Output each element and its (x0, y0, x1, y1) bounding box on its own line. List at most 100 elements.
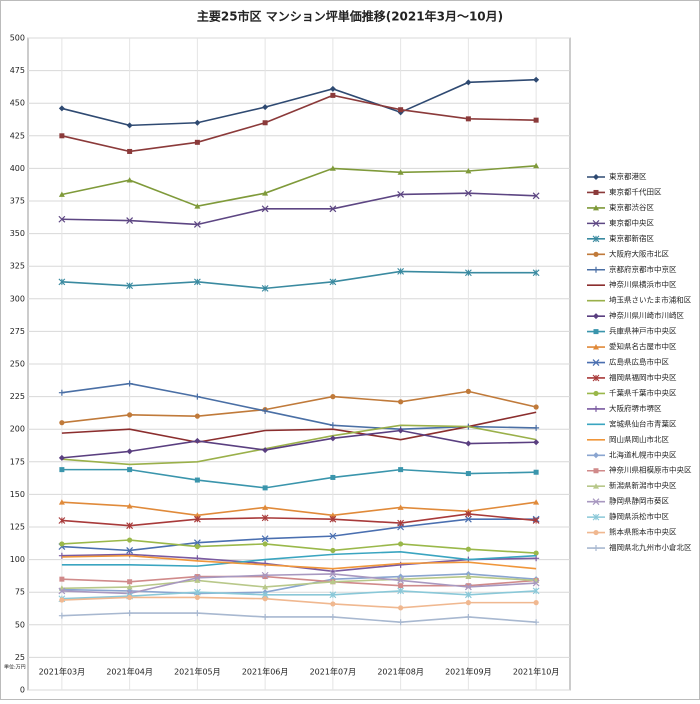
marker (261, 571, 269, 579)
marker (194, 413, 200, 419)
marker (59, 420, 65, 426)
marker (397, 619, 404, 626)
marker (127, 579, 133, 585)
marker (533, 117, 539, 123)
marker (329, 591, 337, 599)
y-tick-label: 100 (10, 555, 25, 564)
series-line (61, 94, 537, 153)
legend-label: 大阪府大阪市北区 (609, 248, 669, 258)
marker (58, 587, 66, 595)
marker (398, 107, 404, 113)
marker (262, 120, 268, 126)
marker (194, 512, 201, 518)
marker (330, 547, 336, 554)
legend-label: 静岡県浜松市中区 (609, 511, 669, 521)
marker (262, 407, 269, 414)
chart-title: 主要25市区 マンション坪単価推移(2021年3月～10月) (197, 9, 503, 24)
marker (329, 578, 336, 585)
marker (593, 329, 599, 335)
marker (126, 610, 133, 617)
marker (533, 600, 539, 606)
marker (533, 499, 540, 505)
marker (592, 513, 600, 521)
series-line (61, 424, 537, 466)
marker (194, 203, 201, 209)
marker (592, 359, 600, 366)
y-tick-label: 150 (10, 490, 25, 499)
marker (533, 469, 539, 475)
marker (262, 504, 269, 510)
y-tick-label: 375 (10, 197, 25, 206)
marker (262, 574, 268, 580)
marker (193, 539, 201, 547)
marker (194, 543, 200, 550)
marker (59, 133, 65, 139)
y-tick-label: 400 (10, 164, 25, 173)
marker (533, 162, 540, 169)
x-tick-label: 2021年04月 (106, 667, 153, 677)
marker (533, 404, 539, 410)
legend-label: 北海道札幌市中央区 (609, 449, 677, 459)
legend-label: 千葉県千葉市中央区 (609, 387, 677, 397)
series-line (61, 501, 537, 517)
marker (330, 92, 336, 98)
marker (329, 570, 337, 578)
marker (465, 440, 472, 447)
y-tick-label: 425 (10, 131, 25, 140)
marker (592, 374, 600, 382)
marker (398, 583, 404, 589)
y-tick-label: 475 (10, 66, 25, 75)
y-tick-label: 250 (10, 360, 25, 369)
series-line (61, 590, 537, 600)
marker (398, 467, 404, 473)
marker (126, 177, 133, 183)
y-tick-label: 450 (10, 99, 25, 108)
marker (465, 573, 472, 579)
marker (194, 139, 200, 145)
x-tick-label: 2021年10月 (513, 667, 560, 677)
marker (532, 269, 540, 277)
legend-label: 福岡県北九州市小倉北区 (609, 542, 692, 552)
marker (194, 594, 200, 601)
legend-label: 宮城県仙台市青葉区 (609, 418, 677, 428)
marker (58, 191, 65, 197)
y-tick-label: 300 (10, 294, 25, 303)
series-line (61, 596, 537, 609)
marker (262, 485, 268, 491)
marker (261, 284, 269, 292)
marker (397, 169, 404, 175)
marker (329, 435, 336, 442)
marker (593, 390, 599, 397)
marker (194, 577, 201, 583)
legend-label: 神奈川県相模原市中央区 (609, 465, 692, 475)
marker (465, 168, 472, 174)
series-line (61, 612, 537, 623)
marker (59, 467, 65, 473)
marker (593, 204, 599, 211)
marker (532, 517, 540, 524)
marker (465, 546, 471, 552)
marker (262, 541, 268, 547)
series-line (61, 78, 537, 127)
x-tick-label: 2021年06月 (242, 667, 289, 677)
marker (126, 583, 133, 590)
marker (126, 547, 134, 554)
marker (593, 468, 599, 474)
marker (593, 545, 599, 552)
marker (398, 399, 404, 405)
marker (127, 148, 133, 154)
marker (465, 388, 471, 394)
marker (194, 437, 201, 444)
marker (193, 588, 201, 596)
marker (398, 605, 404, 611)
marker (465, 613, 472, 620)
marker (464, 510, 472, 518)
marker (127, 594, 133, 601)
legend-label: 愛知県名古屋市中区 (609, 341, 677, 351)
marker (193, 515, 201, 523)
marker (464, 583, 472, 591)
series-line (61, 575, 537, 590)
y-tick-label: 325 (10, 262, 25, 271)
marker (58, 454, 65, 461)
